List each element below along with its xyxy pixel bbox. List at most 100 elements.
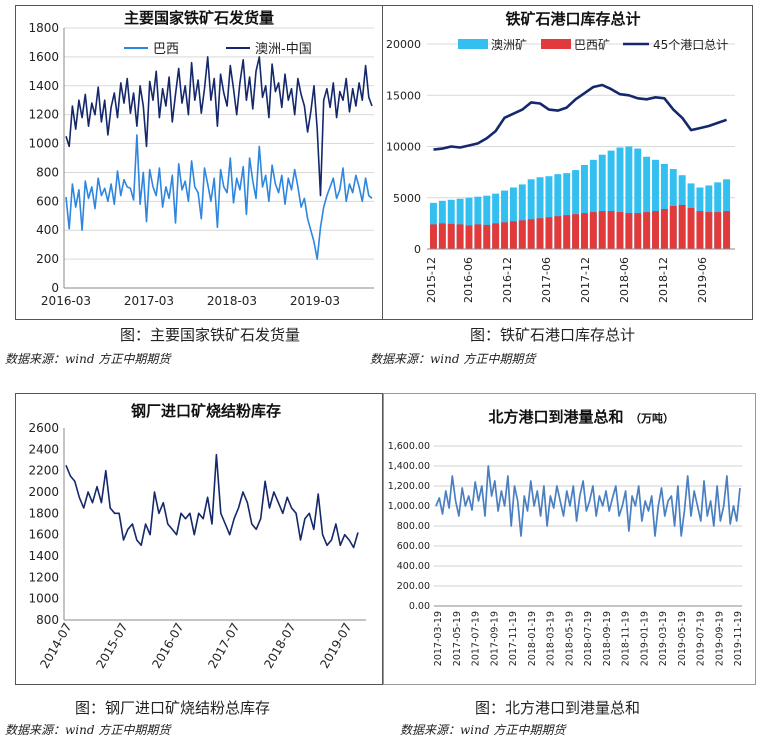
bar-brazil — [616, 212, 624, 249]
y-tick-label: 1800 — [28, 21, 59, 35]
legend-label: 澳洲-中国 — [255, 41, 312, 57]
bar-brazil — [492, 223, 500, 249]
x-tick-label: 2017-05-19 — [452, 611, 463, 666]
chart-title-unit: （万吨） — [630, 411, 674, 425]
x-tick-label: 2019-03-19 — [658, 611, 669, 666]
y-tick-label: 800 — [36, 165, 59, 179]
bar-australia — [545, 176, 553, 249]
x-tick-label: 2018-03 — [207, 294, 257, 308]
bar-brazil — [554, 216, 562, 249]
bar-brazil — [723, 211, 731, 249]
bar-australia — [554, 174, 562, 249]
caption-1: 图：主要国家铁矿石发货量 — [120, 326, 301, 344]
bar-brazil — [518, 220, 526, 249]
bar-australia — [634, 148, 642, 249]
y-tick-label: 1400 — [28, 549, 59, 563]
y-tick-label: 1200 — [28, 570, 59, 584]
x-tick-label: 2016-07 — [149, 621, 186, 671]
y-tick-label: 600 — [36, 194, 59, 208]
x-tick-label: 2018-06 — [618, 257, 631, 303]
x-tick-label: 2017-11-19 — [508, 611, 519, 666]
y-tick-label: 2000 — [28, 485, 59, 499]
chart-north-port-arrivals: 北方港口到港量总和 （万吨） 0.00 200.00 400.00 600.00 800.0… — [388, 408, 744, 666]
bar-australia — [589, 159, 597, 249]
y-tick-label: 1,600.00 — [388, 441, 430, 452]
x-tick-label: 2019-07 — [317, 621, 354, 671]
y-tick-label: 2400 — [28, 442, 59, 456]
x-tick-label: 2019-01-19 — [639, 611, 650, 666]
source-3: 数据来源：wind 方正中期期货 — [5, 723, 171, 737]
y-tick-label: 1200 — [28, 108, 59, 122]
legend-label: 巴西 — [153, 42, 179, 57]
chart-title: 主要国家铁矿石发货量 — [124, 9, 274, 27]
y-tick-label: 2200 — [28, 464, 59, 478]
x-tick-label: 2019-09-19 — [714, 611, 725, 666]
caption-4: 图：北方港口到港量总和 — [475, 699, 641, 717]
bar-brazil — [607, 211, 615, 249]
bar-australia — [643, 156, 651, 249]
x-tick-label: 2017-03-19 — [433, 611, 444, 666]
chart-title: 北方港口到港量总和 — [488, 408, 623, 426]
bar-australia — [492, 193, 500, 249]
bar-australia — [652, 159, 659, 249]
legend-label: 巴西矿 — [574, 38, 610, 52]
x-tick-label: 2018-11-19 — [621, 611, 632, 666]
bar-brazil — [572, 214, 580, 249]
x-tick-label: 2019-11-19 — [733, 611, 744, 666]
legend-label: 45个港口总计 — [653, 38, 728, 52]
chart-sinter-inventory: 钢厂进口矿烧结粉库存 800 1000 1200 1400 1600 1800 2000 220… — [28, 402, 366, 671]
x-tick-label: 2014-07 — [37, 621, 74, 671]
bar-brazil — [581, 213, 588, 249]
series-line-sinter — [65, 453, 359, 549]
bar-brazil — [536, 218, 544, 249]
chart-panel-4: 北方港口到港量总和 （万吨） 0.00 200.00 400.00 600.00 800.0… — [383, 393, 756, 685]
bar-brazil — [669, 205, 677, 249]
bar-australia — [572, 170, 580, 249]
y-tick-label: 1,000.00 — [388, 501, 430, 512]
series-line-brazil — [65, 134, 373, 260]
caption-3: 图：钢厂进口矿烧结粉总库存 — [75, 699, 271, 717]
chart-panel-2: 铁矿石港口库存总计 0 5000 10000 15000 20000 2015-12 2016… — [382, 5, 753, 320]
chart-main-shipments: 主要国家铁矿石发货量 0 200 400 600 800 1000 1200 1400 1600 1… — [28, 9, 374, 308]
chart-port-inventory: 铁矿石港口库存总计 0 5000 10000 15000 20000 2015-12 2016… — [386, 10, 735, 303]
series-line-north-ports — [435, 465, 741, 537]
bar-australia — [598, 154, 606, 249]
x-tick-label: 2018-05-19 — [564, 611, 575, 666]
y-tick-label: 1,200.00 — [388, 481, 430, 492]
bar-australia — [465, 197, 473, 249]
x-tick-label: 2017-06 — [540, 257, 553, 303]
x-tick-label: 2018-07 — [261, 621, 298, 671]
bar-australia — [660, 163, 668, 249]
bar-australia — [527, 179, 535, 249]
legend-label: 澳洲矿 — [491, 38, 527, 52]
bar-brazil — [678, 204, 686, 249]
x-tick-label: 2019-07-19 — [696, 611, 707, 666]
x-tick-label: 2015-12 — [425, 257, 438, 303]
x-tick-label: 2018-03-19 — [546, 611, 557, 666]
y-tick-label: 2600 — [28, 421, 59, 435]
source-4: 数据来源：wind 方正中期期货 — [400, 723, 566, 737]
bar-brazil — [527, 219, 535, 249]
y-tick-label: 5000 — [393, 192, 421, 205]
bar-australia — [501, 190, 508, 249]
source-2: 数据来源：wind 方正中期期货 — [370, 352, 536, 366]
bar-brazil — [509, 221, 517, 249]
series-line-australia — [65, 56, 373, 197]
y-tick-label: 600.00 — [397, 541, 430, 552]
caption-2: 图：铁矿石港口库存总计 — [470, 326, 636, 344]
legend-swatch — [458, 39, 488, 49]
bar-australia — [563, 173, 571, 249]
bar-brazil — [589, 212, 597, 249]
y-tick-label: 1,400.00 — [388, 461, 430, 472]
x-tick-label: 2017-03 — [124, 294, 174, 308]
bar-brazil — [652, 211, 659, 249]
y-tick-label: 200 — [36, 252, 59, 266]
bar-australia — [616, 147, 624, 249]
y-tick-label: 0.00 — [409, 601, 430, 612]
bar-brazil — [687, 208, 695, 249]
x-tick-label: 2018-07-19 — [583, 611, 594, 666]
y-tick-label: 800 — [36, 613, 59, 627]
y-tick-label: 1600 — [28, 528, 59, 542]
bar-brazil — [501, 222, 508, 249]
chart-panel-3: 钢厂进口矿烧结粉库存 800 1000 1200 1400 1600 1800 2000 220… — [15, 393, 383, 685]
